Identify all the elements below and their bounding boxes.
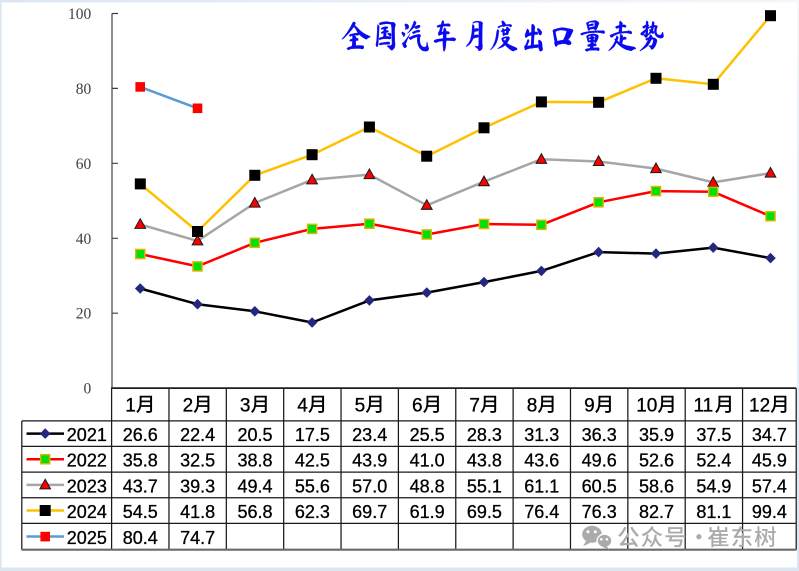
svg-text:10: 10 [636,395,657,416]
svg-text:26.6: 26.6 [123,425,158,445]
svg-text:20: 20 [76,306,92,323]
svg-text:43.7: 43.7 [123,476,158,496]
svg-text:25.5: 25.5 [410,425,445,445]
svg-text:56.8: 56.8 [237,502,272,522]
svg-text:82.7: 82.7 [639,502,674,522]
svg-text:57.4: 57.4 [752,476,787,496]
svg-text:4: 4 [297,395,308,416]
svg-text:0: 0 [84,381,92,398]
svg-text:2025: 2025 [67,528,107,548]
svg-text:80: 80 [76,81,92,98]
svg-text:41.8: 41.8 [180,502,215,522]
svg-text:55.1: 55.1 [467,476,502,496]
svg-text:57.0: 57.0 [352,476,387,496]
svg-text:5: 5 [355,395,366,416]
svg-text:80.4: 80.4 [123,528,158,548]
svg-text:60: 60 [76,156,92,173]
svg-text:61.9: 61.9 [410,502,445,522]
svg-text:7: 7 [469,395,480,416]
svg-text:43.8: 43.8 [467,451,502,471]
svg-text:20.5: 20.5 [237,425,272,445]
svg-text:43.6: 43.6 [524,451,559,471]
svg-text:6: 6 [412,395,423,416]
svg-text:8: 8 [527,395,538,416]
svg-text:42.5: 42.5 [295,451,330,471]
svg-text:38.8: 38.8 [237,451,272,471]
svg-text:99.4: 99.4 [752,502,787,522]
svg-text:36.3: 36.3 [582,425,617,445]
svg-text:81.1: 81.1 [696,502,731,522]
svg-text:100: 100 [68,6,92,23]
svg-text:49.4: 49.4 [237,476,272,496]
svg-text:9: 9 [584,395,595,416]
svg-text:41.0: 41.0 [410,451,445,471]
svg-text:2023: 2023 [67,476,107,496]
svg-text:69.7: 69.7 [352,502,387,522]
svg-text:49.6: 49.6 [582,451,617,471]
svg-text:54.9: 54.9 [696,476,731,496]
svg-text:40: 40 [76,231,92,248]
svg-text:3: 3 [240,395,251,416]
svg-text:52.4: 52.4 [696,451,731,471]
svg-text:76.4: 76.4 [524,502,559,522]
svg-text:55.6: 55.6 [295,476,330,496]
svg-text:32.5: 32.5 [180,451,215,471]
svg-text:2022: 2022 [67,451,107,471]
svg-text:54.5: 54.5 [123,502,158,522]
svg-text:11: 11 [694,395,714,416]
svg-text:74.7: 74.7 [180,528,215,548]
svg-text:76.3: 76.3 [582,502,617,522]
svg-text:69.5: 69.5 [467,502,502,522]
svg-text:12: 12 [749,395,770,416]
svg-text:58.6: 58.6 [639,476,674,496]
svg-text:22.4: 22.4 [180,425,215,445]
svg-text:1: 1 [125,395,136,416]
svg-text:43.9: 43.9 [352,451,387,471]
svg-text:37.5: 37.5 [696,425,731,445]
svg-text:31.3: 31.3 [524,425,559,445]
svg-text:28.3: 28.3 [467,425,502,445]
svg-text:17.5: 17.5 [295,425,330,445]
svg-text:45.9: 45.9 [752,451,787,471]
svg-text:62.3: 62.3 [295,502,330,522]
svg-text:39.3: 39.3 [180,476,215,496]
svg-text:35.8: 35.8 [123,451,158,471]
svg-text:2021: 2021 [67,425,107,445]
svg-text:34.7: 34.7 [752,425,787,445]
svg-text:2: 2 [183,395,194,416]
svg-text:35.9: 35.9 [639,425,674,445]
svg-text:61.1: 61.1 [524,476,559,496]
svg-text:52.6: 52.6 [639,451,674,471]
svg-text:60.5: 60.5 [582,476,617,496]
svg-text:2024: 2024 [67,502,107,522]
svg-text:48.8: 48.8 [410,476,445,496]
svg-text:23.4: 23.4 [352,425,387,445]
